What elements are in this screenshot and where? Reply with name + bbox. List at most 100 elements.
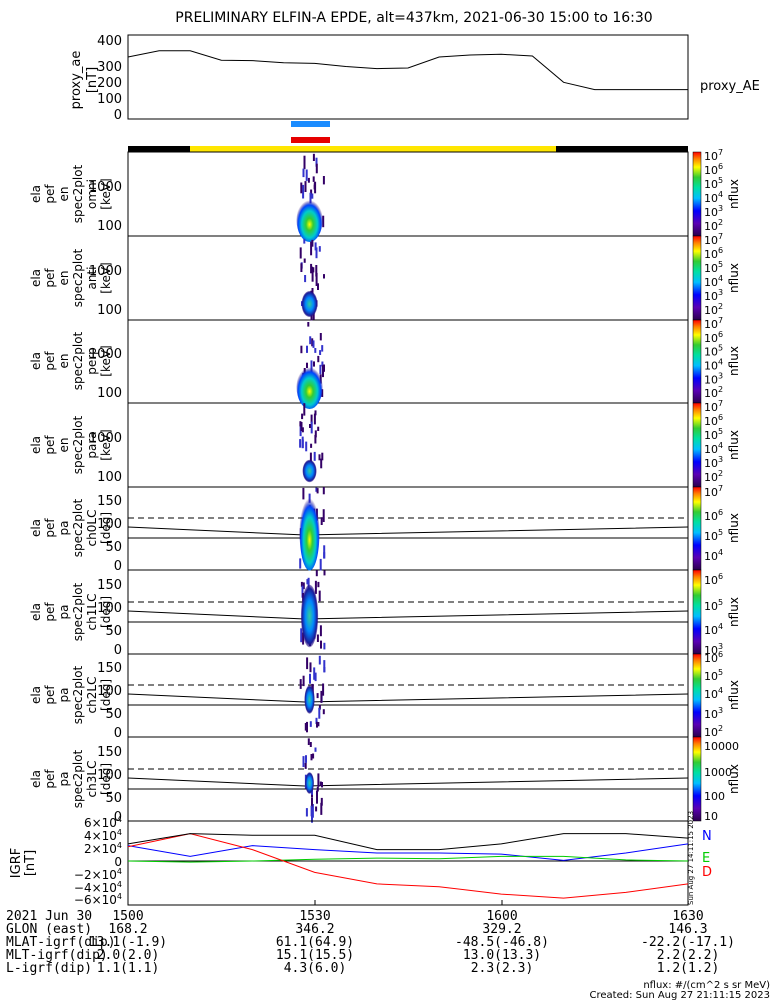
spectrogram-pixel (323, 570, 326, 576)
spectrogram-pixel (319, 333, 322, 341)
svg-text:[deg]: [deg] (99, 763, 113, 795)
colorbar-tick: 102 (704, 302, 723, 317)
svg-text:2.3(2.3): 2.3(2.3) (471, 961, 534, 976)
svg-text:2.2(2.2): 2.2(2.2) (657, 948, 720, 963)
colorbar-tick: 102 (704, 385, 723, 400)
colorbar-tick: 107 (704, 399, 723, 414)
svg-text:0: 0 (114, 559, 122, 574)
svg-text:pa: pa (57, 605, 71, 620)
svg-text:61.1(64.9): 61.1(64.9) (276, 935, 354, 950)
svg-text:50: 50 (105, 624, 122, 639)
spectrogram-pixel (317, 355, 320, 363)
colorbar-tick: 105 (704, 598, 723, 613)
pitch-angle-yticks: 150 100 50 0 150 100 50 0 150 100 50 0 150 100 50 0 (97, 494, 122, 825)
igrf-legend-e: E (702, 851, 710, 866)
colorbar-tick: 104 (704, 441, 723, 456)
svg-text:150: 150 (97, 661, 122, 676)
spectrogram-data (296, 153, 326, 823)
colorbar-tick: 107 (704, 316, 723, 331)
spectrogram-pixel (305, 441, 308, 452)
spectrogram-pixel (320, 802, 323, 815)
spectrogram-pixel (317, 722, 320, 727)
colorbar-tick: 104 (704, 686, 723, 701)
spectrogram-pixel (321, 389, 324, 397)
spectrogram-blob (296, 365, 323, 409)
svg-text:perp: perp (85, 347, 99, 375)
spectrogram-pixel (318, 246, 321, 252)
svg-text:nflux: nflux (727, 346, 741, 376)
proxy-ae-line (127, 50, 688, 91)
svg-text:1000: 1000 (89, 431, 122, 446)
spectrogram-pixel (313, 451, 316, 461)
spectrogram-pixel (319, 364, 322, 375)
spectrogram-pixel (317, 773, 320, 787)
spectrogram-pixel (314, 348, 317, 353)
colorbar-tick: 104 (704, 190, 723, 205)
svg-text:1000: 1000 (89, 180, 122, 195)
spectrogram-pixel (322, 709, 325, 715)
svg-text:pef: pef (43, 602, 57, 622)
spectrogram-pixel (302, 756, 305, 767)
colorbar-tick: 106 (704, 162, 723, 177)
colorbar-tick: 10 (704, 810, 718, 823)
svg-text:en: en (57, 438, 71, 453)
spectrogram-pixel (310, 241, 313, 256)
svg-text:4.3(6.0): 4.3(6.0) (284, 961, 347, 976)
spectrogram-pixel (311, 268, 314, 282)
spectrogram-pixel (316, 693, 319, 699)
svg-text:pef: pef (43, 518, 57, 538)
svg-text:ch3LC: ch3LC (85, 761, 99, 798)
colorbar-tick: 104 (704, 358, 723, 373)
spectrogram-pixel (322, 509, 325, 522)
igrf-line-e (127, 855, 689, 863)
spectrogram-pixel (314, 434, 317, 444)
svg-text:[deg]: [deg] (99, 596, 113, 628)
colorbar-tick: 107 (704, 232, 723, 247)
svg-text:para: para (85, 431, 99, 458)
figure-title: PRELIMINARY ELFIN-A EPDE, alt=437km, 202… (175, 10, 652, 26)
svg-text:en: en (57, 271, 71, 286)
colorbar-tick: 105 (704, 344, 723, 359)
spectrogram-pixel (322, 176, 325, 185)
svg-text:−2×104: −2×104 (74, 867, 122, 882)
colorbar-tick: 106 (704, 330, 723, 345)
pitch-angle-panels (127, 486, 689, 822)
spectrogram-pixel (309, 662, 312, 673)
spectrogram-pixel (309, 424, 311, 428)
spectrogram-pixel (312, 753, 315, 759)
svg-text:100: 100 (97, 601, 122, 616)
proxy-ae-ylabel: proxy_ae (69, 51, 84, 110)
spectrogram-pixel (321, 782, 323, 788)
spectra-labels: ela pef en spec2plot omni [keV] ela pef … (29, 164, 113, 474)
spectrogram-pixel (315, 272, 318, 286)
spectrogram-pixel (315, 247, 318, 259)
spectrogram-pixel (314, 580, 317, 594)
zone-bar-blue (291, 121, 330, 127)
svg-text:0: 0 (114, 855, 122, 869)
spectrogram-pixel (320, 640, 322, 649)
spectrogram-pixel (301, 413, 304, 420)
spectrogram-pixel (313, 667, 316, 680)
svg-text:150: 150 (97, 494, 122, 509)
spectrogram-pixel (302, 487, 305, 500)
svg-text:nflux: nflux (727, 597, 741, 627)
spectrogram-pixel (299, 247, 302, 259)
svg-text:100: 100 (97, 768, 122, 783)
svg-text:[deg]: [deg] (99, 512, 113, 544)
colorbar-tick: 106 (704, 650, 723, 665)
spectrogram-pixel (310, 805, 313, 817)
svg-text:100: 100 (97, 684, 122, 699)
spectrogram-pixel (304, 181, 307, 192)
svg-text:nflux: nflux (727, 513, 741, 543)
colorbar-ticks: 1071061051041031021071061051041031021071… (704, 148, 739, 823)
colorbar-tick: 107 (704, 484, 723, 499)
svg-text:ch2LC: ch2LC (85, 677, 99, 714)
spectrogram-pixel (305, 755, 307, 763)
colorbar-tick: 100 (704, 790, 725, 803)
svg-text:13.0(13.3): 13.0(13.3) (463, 948, 541, 963)
spectrogram-pixel (303, 155, 306, 170)
spectrogram-pixel (311, 193, 314, 199)
svg-text:2.0(2.0): 2.0(2.0) (97, 948, 160, 963)
colorbar-tick: 104 (704, 274, 723, 289)
spectrogram-pixel (299, 679, 302, 689)
